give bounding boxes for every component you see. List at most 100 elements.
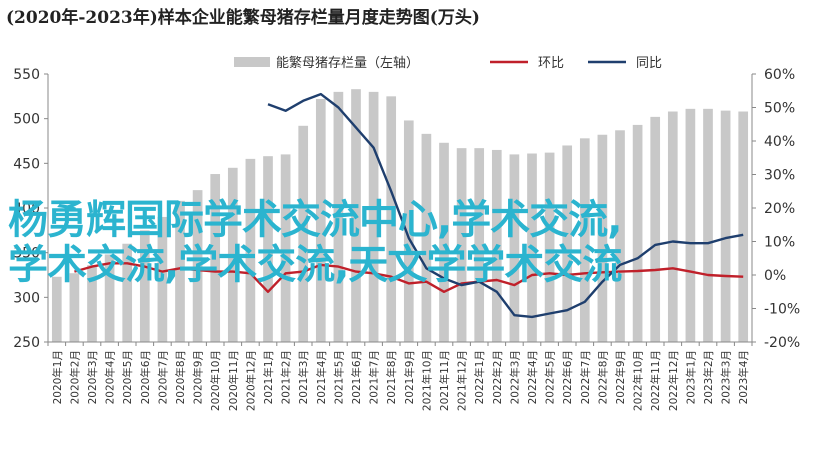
bar <box>527 153 537 342</box>
legend-label-tongbi: 同比 <box>636 56 662 71</box>
overlay-watermark-line-2: 学术交流,学术交流,天文学学术交流 <box>8 242 622 288</box>
x-tick-label: 2021年12月 <box>456 350 469 411</box>
x-tick-label: 2020年2月 <box>68 350 81 404</box>
x-tick-label: 2022年12月 <box>667 350 680 411</box>
x-tick-label: 2022年2月 <box>491 350 504 404</box>
legend: 能繁母猪存栏量（左轴） 环比 同比 <box>234 55 662 71</box>
bar <box>403 120 414 342</box>
bar <box>263 156 273 342</box>
bar <box>298 125 309 343</box>
x-tick-label: 2020年11月 <box>227 350 240 411</box>
right-tick-label: 0% <box>764 268 786 284</box>
bar <box>456 148 467 342</box>
right-tick-label: -10% <box>764 302 800 318</box>
bar <box>139 230 150 342</box>
legend-label-bar: 能繁母猪存栏量（左轴） <box>276 55 419 71</box>
x-tick-label: 2020年1月 <box>51 350 64 404</box>
x-tick-label: 2021年11月 <box>438 350 451 411</box>
bar <box>421 133 432 342</box>
x-tick-label: 2023年2月 <box>702 350 715 404</box>
x-tick-label: 2020年8月 <box>174 350 187 404</box>
bar <box>210 174 221 342</box>
x-tick-label: 2022年7月 <box>579 350 592 404</box>
right-tick-label: 20% <box>764 201 795 217</box>
bar <box>227 167 238 342</box>
legend-label-huanbi: 环比 <box>538 56 564 71</box>
lines-layer <box>74 92 744 319</box>
bar <box>280 154 291 342</box>
bar <box>157 216 168 342</box>
x-tick-label: 2022年3月 <box>508 350 521 404</box>
x-tick-label: 2022年8月 <box>596 350 609 404</box>
right-tick-label: 50% <box>764 101 795 117</box>
bar <box>579 138 590 342</box>
x-tick-label: 2023年3月 <box>720 350 733 404</box>
bar <box>315 99 326 342</box>
bars-layer <box>51 89 749 343</box>
bar <box>122 243 133 342</box>
x-tick-label: 2023年1月 <box>684 350 697 404</box>
bar <box>685 108 696 342</box>
bar <box>491 149 502 342</box>
x-tick-label: 2020年10月 <box>209 350 222 411</box>
left-tick-label: 500 <box>13 112 40 128</box>
bar <box>720 110 731 342</box>
bar <box>333 91 344 342</box>
bar <box>104 254 115 342</box>
x-tick-label: 2021年9月 <box>403 350 416 404</box>
x-tick-label: 2020年9月 <box>192 350 205 404</box>
bar <box>368 91 379 342</box>
x-tick-label: 2022年6月 <box>561 350 574 404</box>
bar <box>562 145 573 342</box>
bar <box>386 96 397 342</box>
bar <box>509 154 520 342</box>
bar <box>650 116 661 342</box>
x-tick-label: 2020年5月 <box>121 350 134 404</box>
x-tick-label: 2022年10月 <box>632 350 645 411</box>
x-tick-label: 2020年3月 <box>86 350 99 404</box>
left-tick-label: 350 <box>13 246 40 262</box>
x-tick-label: 2021年8月 <box>385 350 398 404</box>
x-tick-label: 2020年4月 <box>104 350 117 404</box>
bar <box>175 200 185 342</box>
bar <box>192 190 203 342</box>
x-tick-labels: 2020年1月 2020年2月 2020年3月 2020年4月 2020年5月 2020年… <box>51 350 750 411</box>
x-tick-label: 2020年6月 <box>139 350 152 404</box>
bar <box>738 111 749 343</box>
x-tick-label: 2020年7月 <box>156 350 169 404</box>
right-tick-label: 10% <box>764 235 795 251</box>
x-tick-label: 2021年6月 <box>350 350 363 404</box>
left-tick-label: 400 <box>13 201 40 217</box>
x-tick-label: 2022年1月 <box>473 350 486 404</box>
line-tongbi <box>267 92 744 319</box>
bar <box>597 134 608 342</box>
x-tick-label: 2021年7月 <box>368 350 381 404</box>
left-tick-label: 300 <box>13 290 40 306</box>
chart-title: (2020年-2023年)样本企业能繁母猪存栏量月度走势图(万头) <box>6 8 480 28</box>
right-tick-label: 60% <box>764 67 795 83</box>
bar <box>351 89 361 342</box>
legend-swatch-bar <box>234 57 270 67</box>
x-tick-label: 2022年4月 <box>526 350 539 404</box>
x-tick-label: 2023年4月 <box>737 350 750 404</box>
bar <box>69 273 80 342</box>
bar <box>544 152 555 342</box>
x-tick-label: 2021年3月 <box>297 350 310 404</box>
bar <box>615 130 625 342</box>
x-tick-label: 2021年10月 <box>420 350 433 411</box>
bar <box>51 276 62 342</box>
right-tick-label: 40% <box>764 134 795 150</box>
bar <box>703 108 713 342</box>
x-tick-label: 2021年1月 <box>262 350 275 404</box>
right-tick-label: -20% <box>764 335 800 351</box>
x-tick-label: 2021年2月 <box>280 350 293 404</box>
x-tick-label: 2021年5月 <box>332 350 345 404</box>
overlay-watermark-line-1: 杨勇辉国际学术交流中心,学术交流, <box>8 197 622 243</box>
right-tick-label: 30% <box>764 168 795 184</box>
bar <box>245 158 256 342</box>
bar <box>632 124 643 342</box>
line-huanbi <box>74 262 744 293</box>
x-tick-label: 2022年11月 <box>649 350 662 411</box>
left-tick-label: 450 <box>13 156 40 172</box>
